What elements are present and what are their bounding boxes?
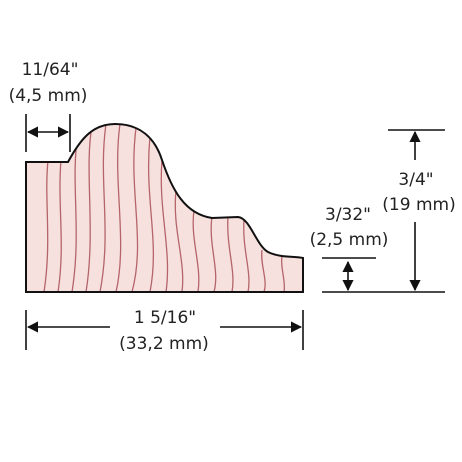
dimension-metric: (33,2 mm): [119, 334, 209, 354]
molding-profile: [25, 122, 304, 293]
dimension-height: 3/4" (19 mm): [322, 129, 456, 293]
dimension-imperial: 1 5/16": [134, 308, 196, 328]
dimension-metric: (4,5 mm): [9, 86, 88, 106]
dimension-imperial: 3/4": [398, 170, 433, 190]
wood-grain: [43, 124, 286, 292]
dimension-metric: (19 mm): [382, 195, 455, 215]
dimension-lip: 3/32" (2,5 mm): [310, 205, 389, 292]
dimension-metric: (2,5 mm): [310, 230, 389, 250]
dimension-width: 1 5/16" (33,2 mm): [25, 308, 304, 354]
dimension-top-left: 11/64" (4,5 mm): [9, 60, 88, 152]
dimension-imperial: 3/32": [325, 205, 371, 225]
dimension-imperial: 11/64": [22, 60, 79, 80]
